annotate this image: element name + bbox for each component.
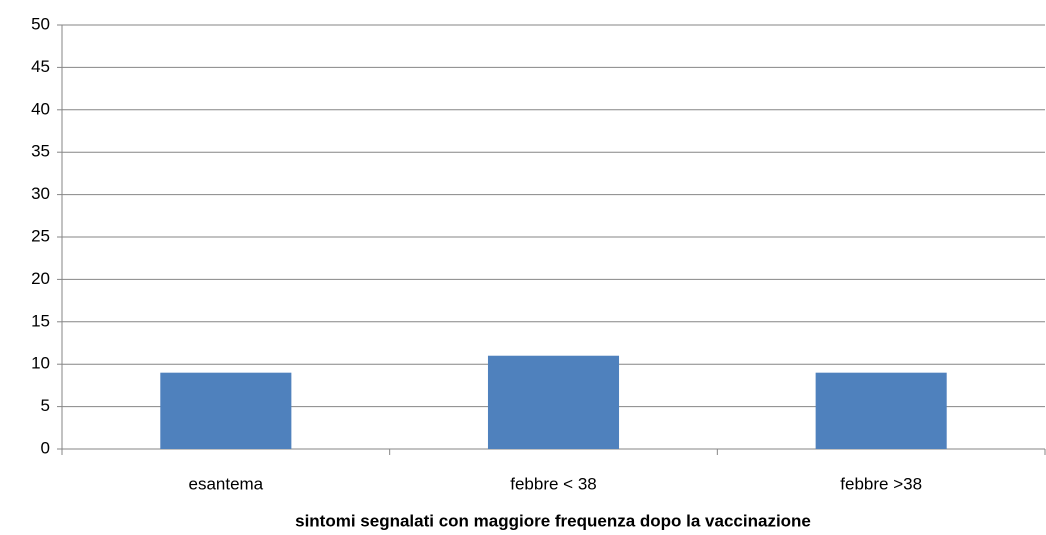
y-tick-label: 25 xyxy=(31,226,50,245)
y-tick-label: 10 xyxy=(31,354,50,373)
y-tick-label: 40 xyxy=(31,99,50,118)
x-tick-label: febbre >38 xyxy=(840,474,922,493)
y-tick-label: 15 xyxy=(31,311,50,330)
x-tick-label: febbre < 38 xyxy=(510,474,597,493)
y-tick-label: 50 xyxy=(31,14,50,33)
bar xyxy=(815,372,947,449)
y-tick-label: 35 xyxy=(31,142,50,161)
y-tick-label: 30 xyxy=(31,184,50,203)
bar xyxy=(160,372,292,449)
bar xyxy=(487,355,620,449)
x-axis-title: sintomi segnalati con maggiore frequenza… xyxy=(295,511,811,530)
y-tick-label: 0 xyxy=(41,438,50,457)
x-tick-label: esantema xyxy=(188,474,263,493)
y-tick-label: 20 xyxy=(31,269,50,288)
y-tick-label: 5 xyxy=(41,396,50,415)
y-tick-label: 45 xyxy=(31,57,50,76)
